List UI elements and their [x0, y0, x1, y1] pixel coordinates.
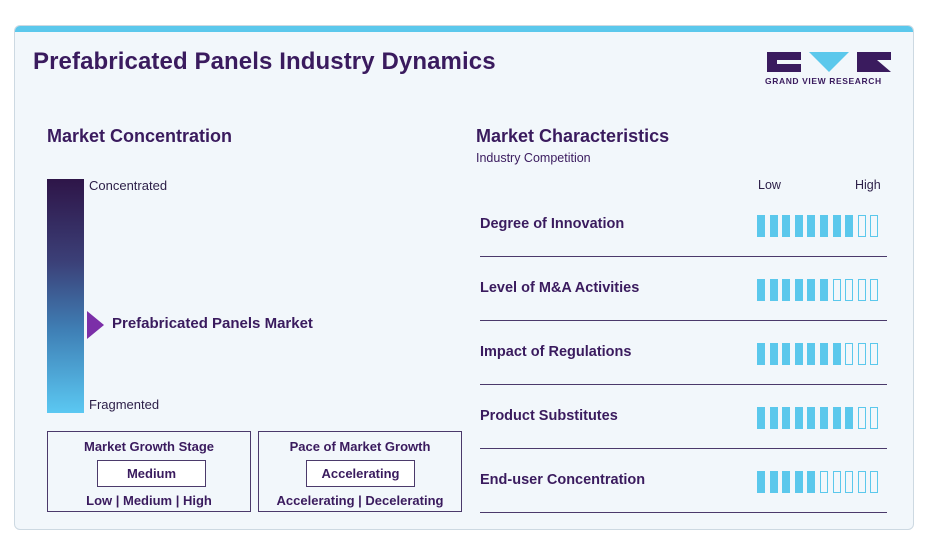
level-meter: [757, 471, 883, 493]
level-tick-filled: [769, 343, 778, 365]
level-tick-empty: [832, 279, 841, 301]
high-label: High: [855, 178, 881, 192]
level-tick-filled: [769, 407, 778, 429]
market-position-pointer-icon: [87, 311, 104, 339]
level-tick-filled: [794, 215, 803, 237]
level-tick-filled: [782, 279, 791, 301]
row-divider: [480, 256, 887, 257]
concentration-gradient-bar: [47, 179, 84, 413]
logo-text: GRAND VIEW RESEARCH: [765, 76, 882, 86]
characteristic-row: End-user Concentration: [480, 449, 887, 513]
level-tick-empty: [819, 471, 828, 493]
level-tick-filled: [832, 215, 841, 237]
level-tick-filled: [819, 343, 828, 365]
level-tick-filled: [794, 343, 803, 365]
level-tick-filled: [757, 407, 765, 429]
level-tick-filled: [819, 215, 828, 237]
level-tick-filled: [782, 343, 791, 365]
page-title: Prefabricated Panels Industry Dynamics: [33, 48, 496, 75]
characteristic-label: Level of M&A Activities: [480, 280, 640, 296]
level-tick-empty: [857, 471, 866, 493]
growth-pace-title: Pace of Market Growth: [289, 439, 431, 454]
level-meter: [757, 279, 883, 301]
characteristic-label: End-user Concentration: [480, 472, 646, 488]
pace-of-market-growth-box: Pace of Market Growth Accelerating Accel…: [258, 431, 462, 512]
level-tick-empty: [857, 279, 866, 301]
level-meter: [757, 343, 883, 365]
growth-pace-value: Accelerating: [306, 460, 415, 487]
characteristic-label: Impact of Regulations: [480, 344, 632, 360]
characteristic-row: Product Substitutes: [480, 385, 887, 449]
level-tick-filled: [769, 471, 778, 493]
level-tick-empty: [870, 407, 879, 429]
market-position-label: Prefabricated Panels Market: [112, 315, 313, 332]
fragmented-label: Fragmented: [89, 397, 160, 412]
level-tick-filled: [794, 407, 803, 429]
row-divider: [480, 448, 887, 449]
logo-mark-icon: [767, 52, 891, 72]
level-tick-empty: [870, 215, 879, 237]
grand-view-research-logo: GRAND VIEW RESEARCH: [765, 50, 893, 90]
level-tick-filled: [832, 407, 841, 429]
level-tick-filled: [807, 407, 816, 429]
level-tick-filled: [794, 279, 803, 301]
level-tick-empty: [857, 407, 866, 429]
level-tick-empty: [857, 215, 866, 237]
row-divider: [480, 320, 887, 321]
level-tick-filled: [807, 471, 816, 493]
level-tick-filled: [757, 343, 765, 365]
characteristic-row: Impact of Regulations: [480, 321, 887, 385]
market-growth-stage-box: Market Growth Stage Medium Low | Medium …: [47, 431, 251, 512]
level-tick-filled: [819, 407, 828, 429]
level-tick-filled: [769, 279, 778, 301]
level-tick-empty: [857, 343, 866, 365]
level-tick-filled: [807, 343, 816, 365]
dynamics-card: Prefabricated Panels Industry Dynamics G…: [14, 25, 914, 530]
level-tick-empty: [832, 471, 841, 493]
level-tick-filled: [769, 215, 778, 237]
characteristic-label: Product Substitutes: [480, 408, 618, 424]
level-tick-empty: [870, 279, 879, 301]
level-tick-filled: [807, 279, 816, 301]
level-tick-filled: [782, 215, 791, 237]
level-tick-filled: [782, 407, 791, 429]
level-tick-filled: [757, 471, 765, 493]
level-tick-empty: [845, 279, 854, 301]
level-meter: [757, 215, 883, 237]
level-tick-empty: [845, 343, 854, 365]
market-concentration-heading: Market Concentration: [47, 126, 233, 146]
level-tick-filled: [757, 279, 765, 301]
market-characteristics-heading: Market Characteristics: [476, 126, 670, 146]
level-tick-empty: [870, 471, 879, 493]
growth-stage-value: Medium: [97, 460, 206, 487]
industry-competition-subheading: Industry Competition: [476, 151, 591, 165]
level-tick-filled: [807, 215, 816, 237]
growth-pace-scale: Accelerating | Decelerating: [276, 493, 444, 508]
level-tick-empty: [845, 471, 854, 493]
level-tick-filled: [832, 343, 841, 365]
level-tick-filled: [819, 279, 828, 301]
level-tick-filled: [782, 471, 791, 493]
low-label: Low: [758, 178, 781, 192]
growth-stage-scale: Low | Medium | High: [86, 493, 212, 508]
characteristic-row: Level of M&A Activities: [480, 257, 887, 321]
level-tick-filled: [757, 215, 765, 237]
level-tick-filled: [845, 215, 854, 237]
growth-stage-title: Market Growth Stage: [83, 439, 215, 454]
row-divider: [480, 512, 887, 513]
characteristic-label: Degree of Innovation: [480, 216, 625, 232]
card-top-accent-bar: [15, 26, 913, 32]
characteristic-row: Degree of Innovation: [480, 193, 887, 257]
concentrated-label: Concentrated: [89, 178, 168, 193]
level-tick-filled: [794, 471, 803, 493]
level-tick-empty: [870, 343, 879, 365]
level-tick-filled: [845, 407, 854, 429]
level-meter: [757, 407, 883, 429]
row-divider: [480, 384, 887, 385]
